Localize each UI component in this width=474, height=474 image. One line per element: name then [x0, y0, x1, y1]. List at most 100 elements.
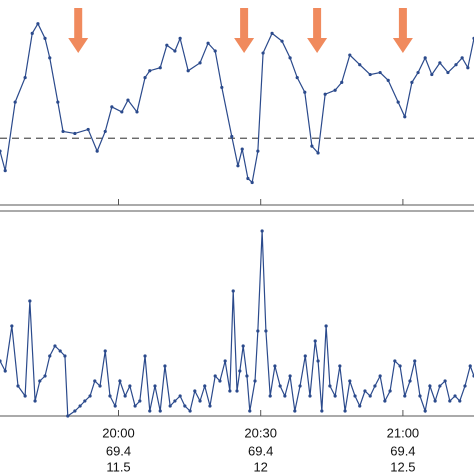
data-point: [118, 379, 122, 383]
data-point: [363, 389, 367, 393]
data-point: [460, 56, 464, 60]
data-point: [308, 394, 312, 398]
data-point: [43, 374, 47, 378]
data-point: [248, 409, 252, 413]
data-point: [386, 78, 390, 82]
data-point: [288, 374, 292, 378]
data-point: [158, 409, 162, 413]
data-point: [128, 384, 132, 388]
data-point: [448, 399, 452, 403]
data-point: [228, 389, 232, 393]
data-point: [61, 129, 65, 134]
data-point: [48, 56, 52, 60]
data-point: [333, 88, 337, 92]
arrow: [68, 8, 89, 53]
data-point: [213, 374, 217, 378]
data-point: [58, 349, 62, 353]
data-point: [313, 339, 317, 343]
data-point: [238, 369, 242, 373]
data-point: [378, 70, 382, 75]
x-tick-sublabel: 12: [253, 459, 267, 474]
data-point: [165, 43, 169, 47]
data-point: [468, 364, 472, 368]
data-point: [168, 404, 172, 408]
data-point: [220, 85, 224, 90]
data-point: [240, 147, 244, 151]
data-point: [348, 53, 352, 57]
x-tick-sublabel: 69.4: [390, 443, 415, 458]
data-point: [453, 394, 457, 398]
data-line: [0, 230, 474, 418]
data-point: [33, 399, 37, 403]
data-point: [250, 180, 254, 185]
data-point: [273, 364, 277, 368]
data-point: [446, 70, 450, 75]
data-point: [443, 379, 447, 383]
data-point: [340, 80, 344, 84]
data-point: [408, 379, 412, 383]
data-point: [295, 75, 299, 80]
data-point: [236, 164, 240, 168]
data-point: [188, 409, 192, 413]
x-tick-sublabel: 69.4: [248, 443, 273, 458]
data-point: [163, 364, 167, 368]
data-point: [28, 299, 32, 303]
data-point: [178, 394, 182, 398]
data-point: [198, 399, 202, 403]
data-point: [3, 369, 7, 373]
data-point: [423, 409, 427, 413]
data-point: [320, 409, 324, 413]
x-tick-label: 20:00: [102, 425, 135, 440]
data-point: [245, 374, 249, 378]
arrow: [234, 8, 255, 53]
data-point: [13, 100, 17, 104]
data-point: [403, 394, 407, 398]
data-point: [148, 409, 152, 413]
data-point: [86, 127, 90, 132]
data-point: [0, 149, 2, 153]
data-point: [123, 394, 127, 398]
data-point: [343, 409, 347, 413]
data-point: [10, 324, 14, 328]
data-point: [323, 92, 327, 96]
data-point: [280, 39, 284, 43]
data-point: [268, 394, 272, 398]
data-point: [178, 36, 182, 40]
data-point: [253, 379, 257, 383]
data-point: [208, 404, 212, 408]
data-point: [183, 404, 187, 408]
data-point: [63, 354, 67, 358]
data-point: [103, 129, 107, 134]
data-point: [466, 66, 470, 70]
data-point: [73, 131, 77, 136]
data-point: [73, 409, 77, 413]
data-point: [23, 75, 27, 80]
data-point: [126, 98, 130, 102]
x-tick-sublabel: 11.5: [106, 459, 130, 474]
data-point: [143, 354, 147, 358]
data-point: [393, 359, 397, 363]
data-point: [403, 115, 407, 119]
data-point: [138, 399, 142, 403]
data-point: [303, 90, 307, 94]
data-point: [310, 144, 314, 148]
data-point: [333, 394, 337, 398]
data-point: [93, 379, 97, 383]
data-point: [98, 384, 102, 388]
data-point: [143, 75, 147, 80]
data-point: [383, 399, 387, 403]
data-point: [433, 399, 437, 403]
data-point: [230, 134, 234, 139]
data-point: [256, 149, 260, 153]
data-point: [324, 324, 328, 328]
data-point: [95, 149, 99, 153]
data-point: [261, 51, 265, 55]
data-point: [293, 409, 297, 413]
data-point: [358, 404, 362, 408]
x-tick-sublabel: 69.4: [106, 443, 131, 458]
data-point: [103, 349, 107, 353]
data-point: [135, 110, 139, 114]
data-point: [288, 56, 292, 60]
data-point: [413, 359, 417, 363]
